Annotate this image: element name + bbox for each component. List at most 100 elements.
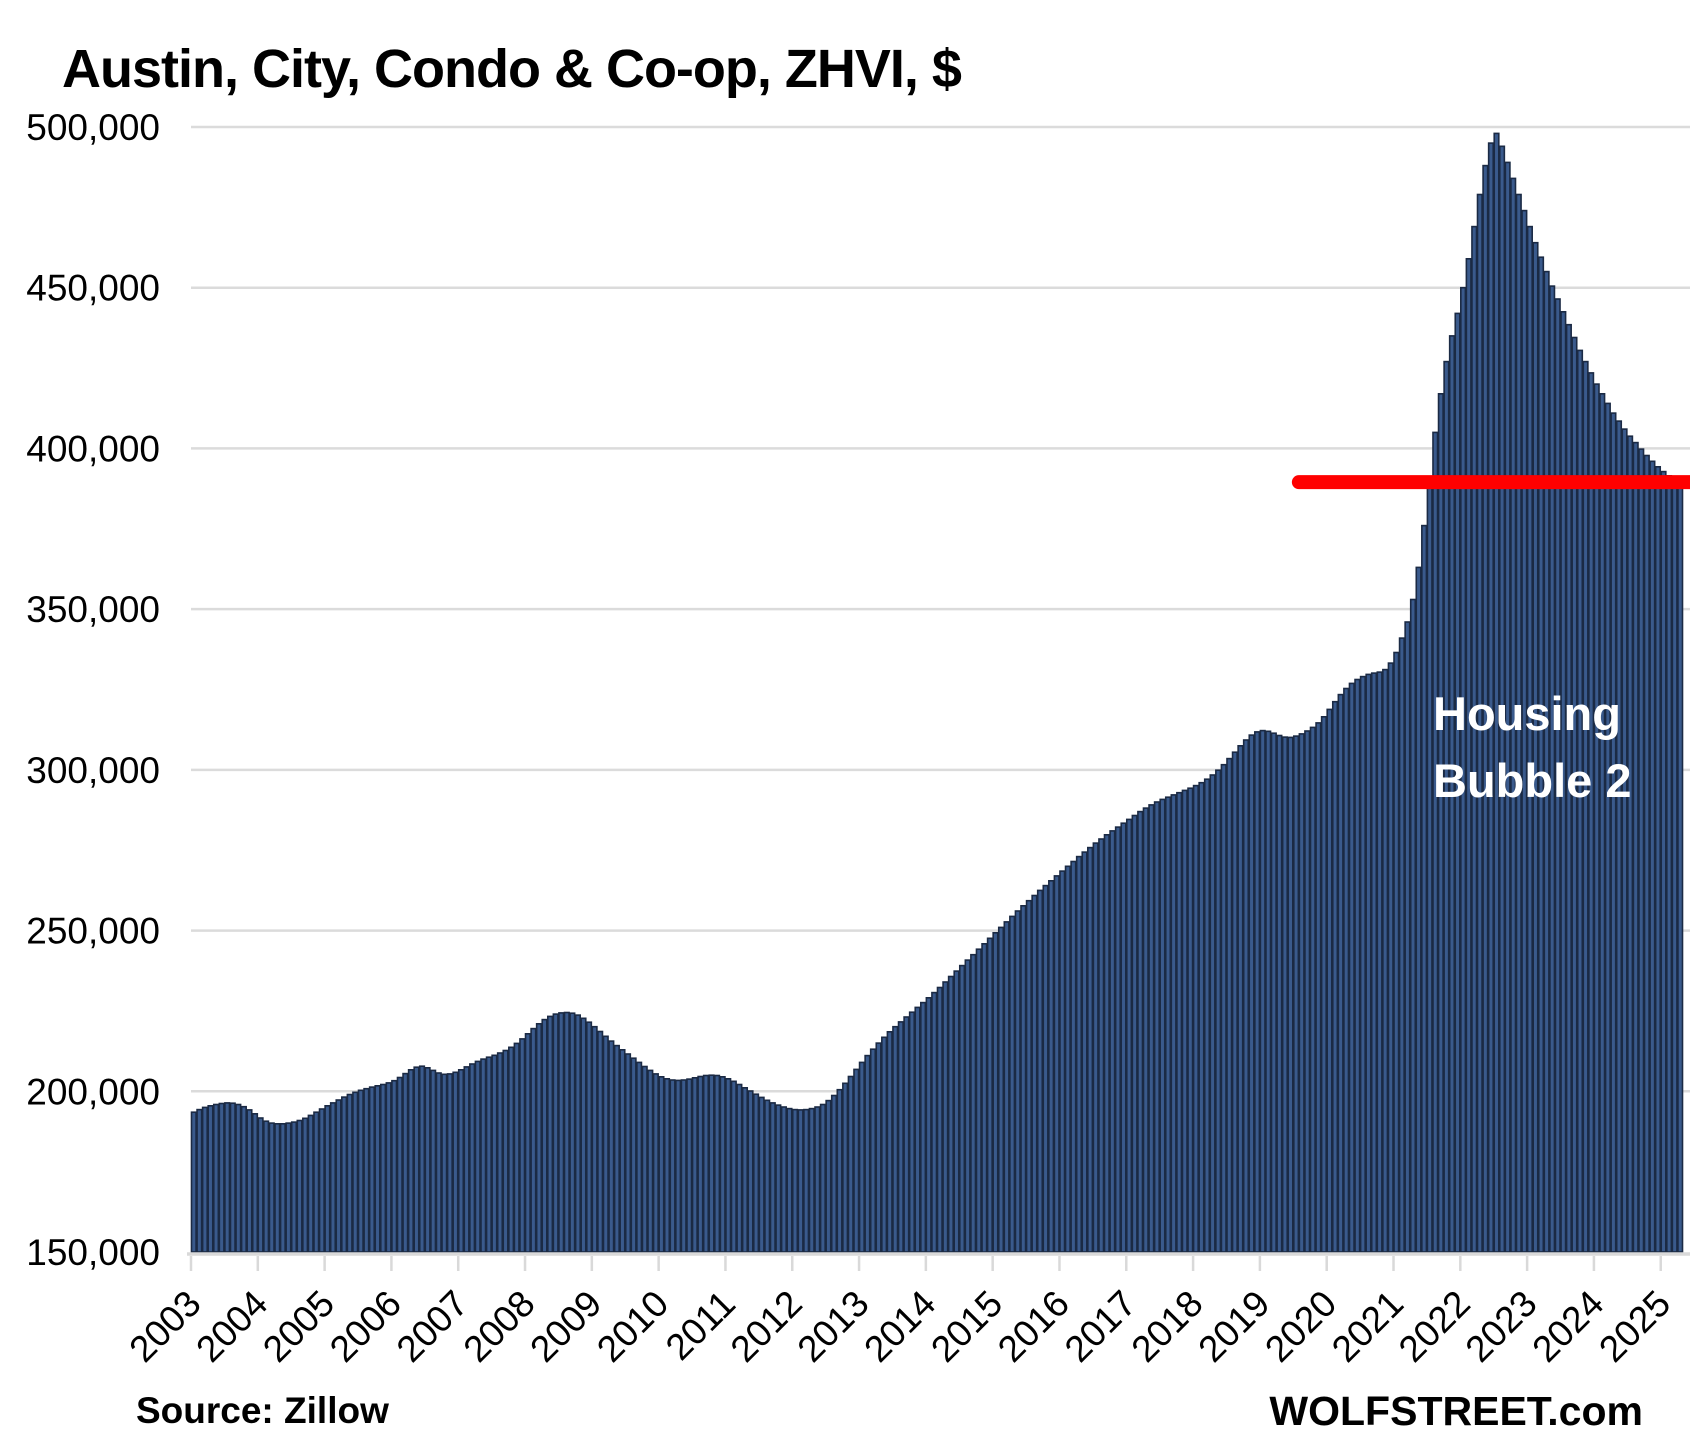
bar xyxy=(958,964,966,1253)
bar xyxy=(1666,474,1673,1253)
x-tick-label: 2011 xyxy=(658,1283,743,1368)
bar xyxy=(1515,193,1522,1253)
bar xyxy=(819,1103,826,1253)
bar xyxy=(1148,804,1155,1253)
bar xyxy=(892,1025,899,1253)
bar xyxy=(1393,651,1400,1253)
bar xyxy=(925,996,932,1253)
bar xyxy=(407,1069,414,1253)
bar xyxy=(541,1018,548,1253)
bar xyxy=(1487,142,1495,1253)
bar xyxy=(1020,904,1027,1253)
bar xyxy=(1176,791,1183,1253)
bar xyxy=(1198,781,1205,1253)
bar xyxy=(1465,257,1472,1253)
bar xyxy=(1426,476,1433,1253)
x-tick-label: 2016 xyxy=(990,1283,1077,1370)
bar xyxy=(847,1075,854,1253)
bar xyxy=(881,1036,888,1253)
bar xyxy=(1521,209,1528,1253)
bar xyxy=(597,1030,604,1253)
bar xyxy=(791,1108,799,1253)
bar xyxy=(919,1001,927,1253)
x-tick-label: 2005 xyxy=(255,1283,342,1370)
bar xyxy=(391,1079,398,1253)
bar xyxy=(1237,744,1244,1253)
bar xyxy=(1532,241,1539,1253)
bar xyxy=(1287,736,1294,1253)
bar xyxy=(697,1075,704,1253)
housing-bubble-annotation: Housing Bubble 2 xyxy=(1433,687,1631,807)
bar xyxy=(1170,794,1177,1253)
bars xyxy=(190,132,1684,1253)
bar xyxy=(363,1087,370,1253)
bar xyxy=(1437,392,1444,1253)
bar xyxy=(318,1108,325,1253)
bar xyxy=(1526,225,1533,1253)
bar xyxy=(1504,161,1511,1253)
bar xyxy=(324,1105,331,1253)
bar xyxy=(1632,441,1639,1253)
bar xyxy=(251,1113,259,1253)
x-axis: 2003200420052006200720082009201020112012… xyxy=(121,1252,1690,1370)
bar xyxy=(346,1093,353,1253)
bar xyxy=(797,1109,804,1253)
bar xyxy=(296,1119,303,1253)
bar xyxy=(630,1057,637,1253)
bar xyxy=(569,1012,576,1253)
bar xyxy=(942,981,949,1253)
bar xyxy=(708,1074,715,1253)
bar xyxy=(196,1108,203,1253)
bar xyxy=(430,1069,437,1253)
bar xyxy=(1482,164,1489,1253)
bar xyxy=(1443,360,1450,1253)
bar xyxy=(1003,921,1010,1253)
bar xyxy=(1343,687,1350,1253)
bar xyxy=(814,1106,821,1253)
bar xyxy=(313,1111,320,1253)
bar xyxy=(441,1073,448,1253)
bar xyxy=(1125,818,1133,1253)
x-tick-label: 2024 xyxy=(1524,1283,1611,1370)
bar xyxy=(379,1083,387,1253)
bar xyxy=(463,1066,470,1253)
bar xyxy=(986,937,993,1253)
bar xyxy=(992,931,999,1253)
bar xyxy=(997,926,1005,1253)
x-tick-label: 2020 xyxy=(1257,1283,1344,1370)
bar xyxy=(1576,349,1584,1253)
bar xyxy=(1098,838,1105,1253)
bar xyxy=(235,1103,242,1253)
bar xyxy=(769,1102,776,1253)
bar xyxy=(752,1093,760,1253)
bar xyxy=(947,975,955,1253)
bar xyxy=(1359,675,1366,1253)
bar xyxy=(675,1079,682,1253)
bar xyxy=(1053,875,1060,1253)
y-tick-label: 450,000 xyxy=(26,268,160,309)
bar xyxy=(1537,256,1545,1253)
bar xyxy=(1643,454,1650,1253)
bar xyxy=(1259,729,1266,1253)
bar xyxy=(1009,915,1016,1253)
bar xyxy=(1554,298,1561,1253)
bar xyxy=(491,1054,498,1253)
bar xyxy=(613,1044,620,1253)
bar xyxy=(368,1086,376,1253)
bar xyxy=(1220,763,1227,1253)
bar xyxy=(1510,177,1517,1253)
x-tick-label: 2010 xyxy=(589,1283,676,1370)
bar xyxy=(981,942,988,1253)
bar xyxy=(691,1077,698,1253)
bar xyxy=(1103,833,1110,1253)
x-tick-label: 2014 xyxy=(856,1283,943,1370)
bar xyxy=(207,1105,214,1253)
bar xyxy=(1281,736,1289,1253)
bar xyxy=(357,1089,364,1253)
bar xyxy=(1109,830,1116,1253)
bar xyxy=(279,1123,286,1253)
bar xyxy=(908,1011,916,1253)
annotation-line-2: Bubble 2 xyxy=(1433,754,1631,807)
bar xyxy=(1131,814,1138,1253)
